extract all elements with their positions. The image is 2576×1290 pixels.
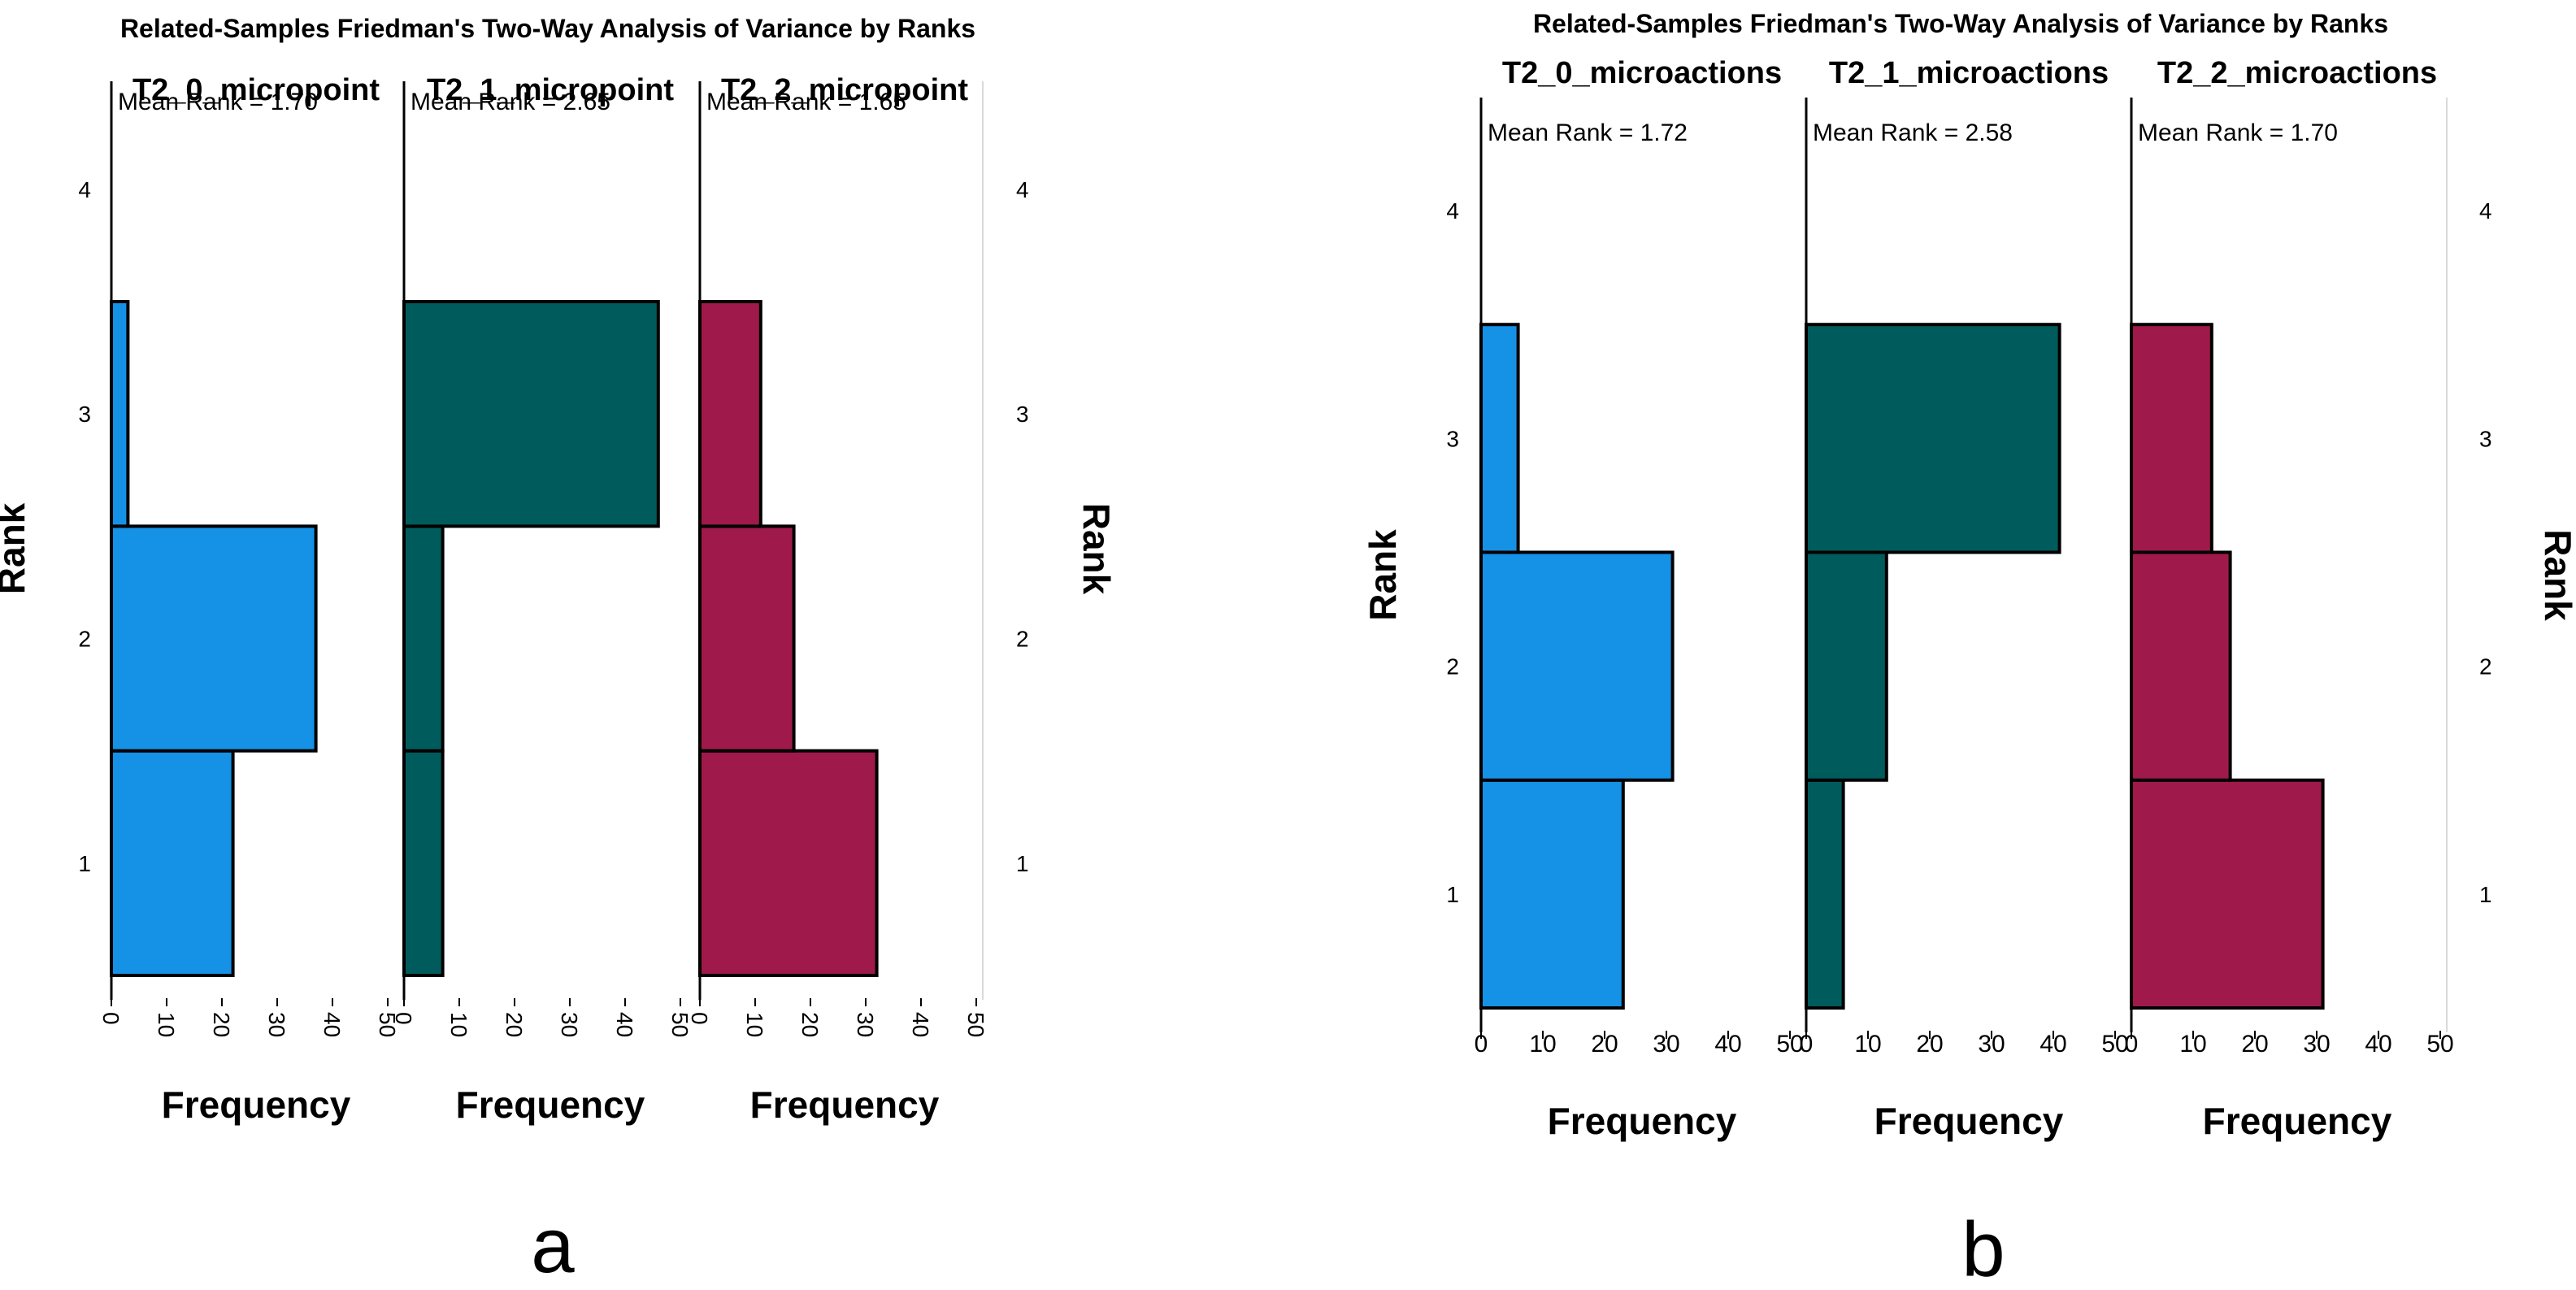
x-tick-label: 30 <box>853 1012 878 1037</box>
rank-tick-right: 3 <box>1016 402 1029 427</box>
rank-axis-title-right: Rank <box>1075 503 1118 595</box>
histogram-bar <box>402 749 445 977</box>
x-tick-label: 30 <box>1653 1031 1679 1058</box>
x-tick-label: 0 <box>1800 1031 1814 1058</box>
chart-title: Related-Samples Friedman's Two-Way Analy… <box>1533 9 2388 38</box>
mean-rank-label: Mean Rank = 1.70 <box>118 89 318 115</box>
panel-header: T2_2_micropoint <box>721 73 968 107</box>
x-tick-label: 50 <box>375 1012 400 1037</box>
x-tick-label: 20 <box>502 1012 527 1037</box>
rank-tick-right: 4 <box>2479 198 2492 224</box>
panel-header: T2_0_microactions <box>1502 56 1782 90</box>
histogram-bar <box>1805 323 2061 554</box>
rank-tick-left: 4 <box>1446 198 1459 224</box>
x-tick-label: 20 <box>797 1012 823 1037</box>
x-tick-label: 40 <box>2040 1031 2066 1058</box>
x-tick-label: 10 <box>1854 1031 1881 1058</box>
histogram-bar <box>1805 778 1845 1010</box>
x-axis-title: Frequency <box>1874 1100 2064 1142</box>
mean-rank-label: Mean Rank = 2.65 <box>411 89 610 115</box>
x-tick-label: 40 <box>612 1012 637 1037</box>
x-tick-label: 40 <box>908 1012 933 1037</box>
rank-tick-right: 2 <box>2479 654 2492 680</box>
chart-title: Related-Samples Friedman's Two-Way Analy… <box>120 14 975 43</box>
rank-axis-title-left: Rank <box>1362 529 1404 621</box>
panel-header: T2_2_microactions <box>2157 56 2437 90</box>
x-tick-label: 40 <box>2365 1031 2391 1058</box>
mean-rank-label: Mean Rank = 2.58 <box>1813 119 2013 146</box>
x-tick-label: 10 <box>1529 1031 1556 1058</box>
histogram-bar <box>2130 323 2213 554</box>
x-tick-label: 50 <box>2101 1031 2128 1058</box>
rank-tick-right: 3 <box>2479 426 2492 451</box>
panel-letter: a <box>531 1202 575 1289</box>
x-tick-label: 10 <box>742 1012 767 1037</box>
mean-rank-label: Mean Rank = 1.65 <box>706 89 906 115</box>
rank-tick-left: 3 <box>1446 426 1459 451</box>
panel-header: T2_1_micropoint <box>427 73 674 107</box>
rank-tick-left: 2 <box>1446 654 1459 680</box>
x-tick-label: 0 <box>687 1012 712 1025</box>
x-tick-label: 30 <box>557 1012 582 1037</box>
x-tick-label: 50 <box>2426 1031 2453 1058</box>
x-axis-title: Frequency <box>162 1084 351 1126</box>
figure-a: Related-Samples Friedman's Two-Way Analy… <box>0 14 1118 1289</box>
histogram-bar <box>698 749 879 977</box>
histogram-bar <box>110 300 130 528</box>
histogram-bar <box>2130 550 2232 782</box>
mean-rank-label: Mean Rank = 1.72 <box>1488 119 1688 146</box>
x-tick-label: 20 <box>2241 1031 2268 1058</box>
x-axis-title: Frequency <box>2203 1100 2392 1142</box>
x-tick-label: 10 <box>2179 1031 2206 1058</box>
x-axis-title: Frequency <box>456 1084 645 1126</box>
histogram-bar <box>1479 778 1625 1010</box>
x-tick-label: 50 <box>963 1012 988 1037</box>
histogram-bar <box>1479 550 1675 782</box>
x-tick-label: 10 <box>446 1012 471 1037</box>
histogram-bar <box>698 524 796 753</box>
x-tick-label: 40 <box>1714 1031 1741 1058</box>
panel-letter: b <box>1961 1206 2005 1290</box>
histogram-bar <box>2130 778 2325 1010</box>
panel-header: T2_1_microactions <box>1829 56 2109 90</box>
rank-axis-title-left: Rank <box>0 502 33 594</box>
rank-tick-right: 1 <box>1016 851 1029 876</box>
rank-tick-left: 1 <box>1446 882 1459 907</box>
x-tick-label: 50 <box>667 1012 693 1037</box>
histogram-bar <box>110 749 235 977</box>
x-tick-label: 0 <box>98 1012 124 1025</box>
rank-tick-right: 2 <box>1016 627 1029 652</box>
histogram-bar <box>1805 550 1888 782</box>
histogram-bar <box>110 524 318 753</box>
mean-rank-label: Mean Rank = 1.70 <box>2138 119 2338 146</box>
x-tick-label: 10 <box>154 1012 179 1037</box>
histogram-bar <box>402 524 445 753</box>
x-tick-label: 20 <box>1591 1031 1618 1058</box>
rank-tick-left: 3 <box>78 402 91 427</box>
rank-axis-title-right: Rank <box>2537 529 2576 621</box>
histogram-bar <box>1479 323 1520 554</box>
x-tick-label: 20 <box>209 1012 234 1037</box>
x-tick-label: 30 <box>264 1012 289 1037</box>
x-tick-label: 30 <box>2303 1031 2330 1058</box>
x-tick-label: 50 <box>1776 1031 1803 1058</box>
x-tick-label: 0 <box>1475 1031 1488 1058</box>
figure-b: Related-Samples Friedman's Two-Way Analy… <box>1362 9 2576 1290</box>
rank-tick-right: 4 <box>1016 177 1029 202</box>
x-axis-title: Frequency <box>750 1084 940 1126</box>
panel-header: T2_0_micropoint <box>132 73 380 107</box>
rank-tick-left: 2 <box>78 627 91 652</box>
rank-tick-right: 1 <box>2479 882 2492 907</box>
rank-tick-left: 1 <box>78 851 91 876</box>
x-tick-label: 0 <box>2125 1031 2139 1058</box>
x-tick-label: 0 <box>391 1012 416 1025</box>
x-axis-title: Frequency <box>1548 1100 1737 1142</box>
histogram-bar <box>698 300 762 528</box>
x-tick-label: 30 <box>1978 1031 2005 1058</box>
x-tick-label: 20 <box>1916 1031 1943 1058</box>
x-tick-label: 40 <box>319 1012 345 1037</box>
histogram-bar <box>402 300 660 528</box>
rank-tick-left: 4 <box>78 177 91 202</box>
